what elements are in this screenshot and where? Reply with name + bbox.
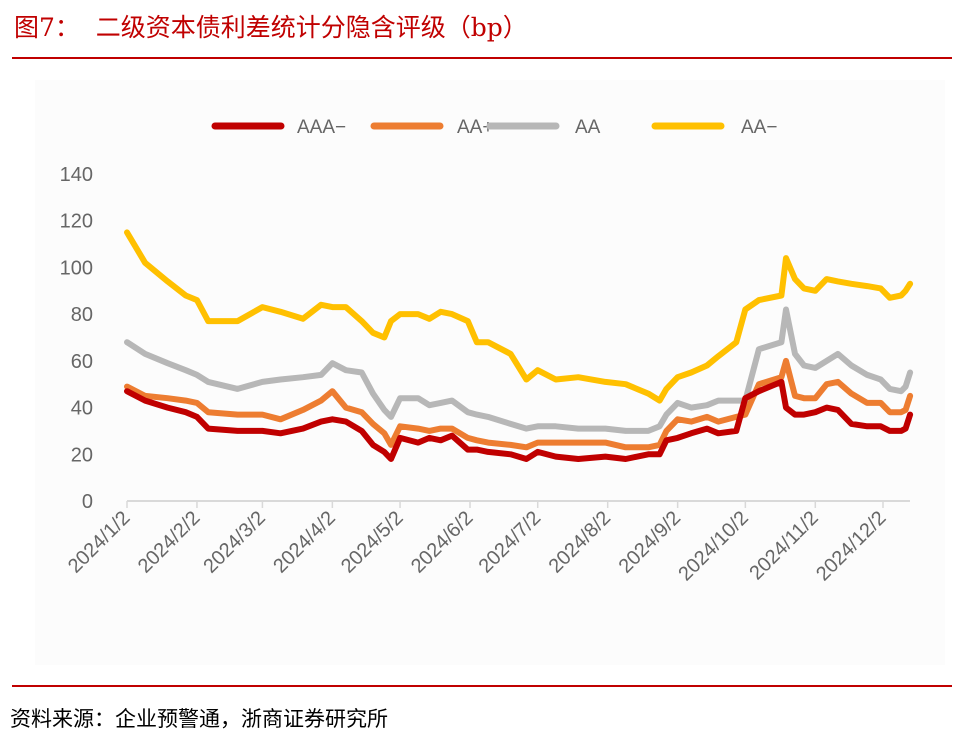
x-tick-label: 2024/8/2 [545, 507, 616, 578]
y-tick-label: 80 [71, 304, 93, 326]
series-line-aa+ [124, 357, 914, 451]
series-line-aa-minus [124, 229, 914, 404]
y-tick-label: 100 [60, 257, 93, 279]
legend-label: AA− [741, 117, 777, 138]
source-rule [12, 685, 952, 687]
series-line-aa [124, 306, 914, 434]
y-axis: 0 20 40 60 80 100 120 140 [60, 164, 93, 513]
y-tick-label: 20 [71, 444, 93, 466]
legend-label: AAA− [297, 117, 346, 138]
x-tick-label: 2024/4/2 [269, 507, 340, 578]
x-tick-label: 2024/2/2 [134, 507, 205, 578]
x-tick-label: 2024/1/2 [64, 507, 135, 578]
x-tick-label: 2024/6/2 [407, 507, 478, 578]
x-tick-label: 2024/9/2 [615, 507, 686, 578]
series-line-aaa-minus [124, 378, 914, 462]
x-tick-label: 2024/5/2 [337, 507, 408, 578]
y-tick-label: 60 [71, 351, 93, 373]
y-tick-label: 0 [82, 491, 93, 513]
x-tick-label: 2024/10/2 [674, 507, 752, 585]
y-tick-label: 120 [60, 211, 93, 233]
x-tick-label: 2024/3/2 [199, 507, 270, 578]
x-tick-label: 2024/7/2 [475, 507, 546, 578]
legend-label: AA [575, 117, 601, 138]
x-tick-label: 2024/12/2 [812, 507, 890, 585]
legend-label: AA+ [457, 117, 493, 138]
legend: AAA− AA+ AA AA− [211, 117, 777, 138]
y-tick-label: 40 [71, 398, 93, 420]
x-tick-label: 2024/11/2 [745, 507, 822, 584]
series-lines [124, 229, 914, 462]
y-tick-label: 140 [60, 164, 93, 186]
figure-title: 图7： 二级资本债利差统计分隐含评级（bp） [14, 13, 528, 42]
source-note: 资料来源：企业预警通，浙商证券研究所 [10, 707, 388, 731]
title-rule [12, 57, 952, 59]
